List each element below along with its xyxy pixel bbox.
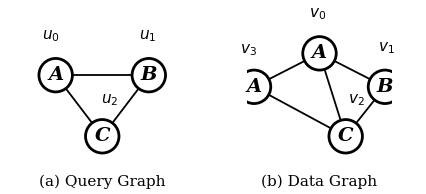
Text: C: C	[95, 127, 110, 145]
Text: $v_{0}$: $v_{0}$	[309, 6, 327, 22]
Text: C: C	[338, 127, 354, 145]
Text: B: B	[377, 78, 393, 96]
Text: $u_{0}$: $u_{0}$	[43, 28, 60, 44]
Circle shape	[303, 37, 336, 70]
Circle shape	[237, 70, 271, 104]
Text: B: B	[141, 66, 157, 84]
Text: $u_{2}$: $u_{2}$	[101, 92, 118, 108]
Text: A: A	[48, 66, 63, 84]
Text: (b) Data Graph: (b) Data Graph	[262, 174, 377, 189]
Text: A: A	[247, 78, 262, 96]
Circle shape	[86, 120, 119, 153]
Text: $u_{1}$: $u_{1}$	[138, 28, 156, 44]
Circle shape	[132, 58, 166, 92]
Circle shape	[329, 120, 363, 153]
Text: A: A	[312, 44, 327, 62]
Text: $v_{1}$: $v_{1}$	[378, 40, 395, 55]
Text: $v_{2}$: $v_{2}$	[348, 92, 364, 108]
Circle shape	[39, 58, 72, 92]
Circle shape	[368, 70, 402, 104]
Text: $v_{3}$: $v_{3}$	[240, 43, 256, 58]
Text: (a) Query Graph: (a) Query Graph	[39, 174, 165, 189]
